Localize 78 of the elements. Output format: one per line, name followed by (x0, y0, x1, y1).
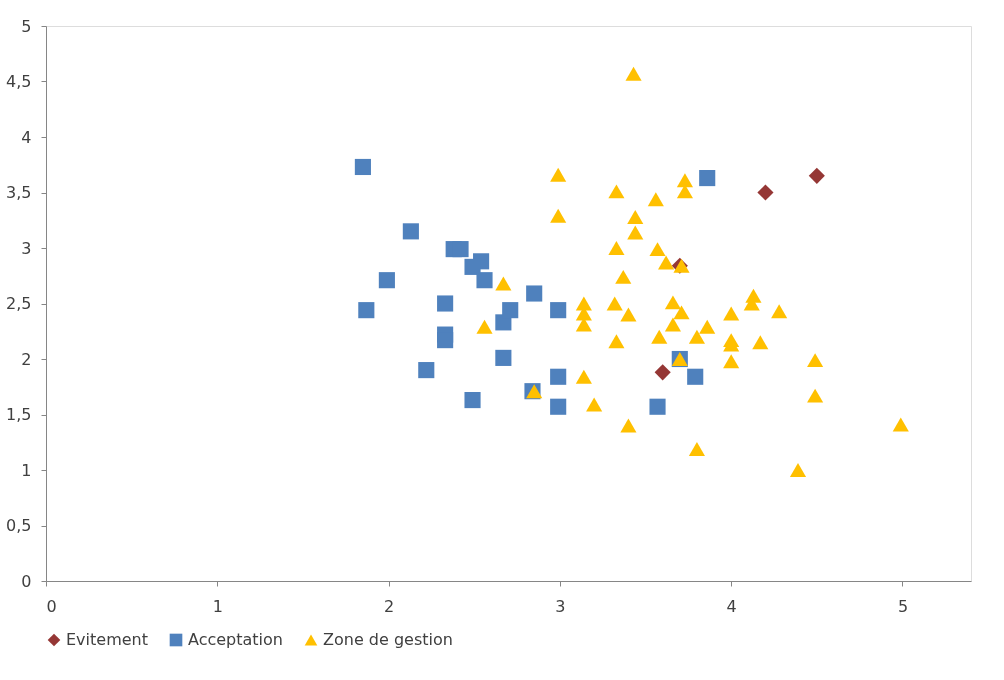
y-tick-label: 2,5 (6, 294, 32, 313)
point (464, 258, 481, 275)
point (625, 66, 642, 81)
point (437, 332, 454, 349)
x-tick-label: 5 (897, 596, 909, 616)
y-tick-label: 2 (21, 349, 32, 369)
point (378, 272, 395, 289)
point (615, 269, 632, 284)
legend-label: Acceptation (188, 630, 283, 649)
point (723, 354, 740, 369)
point (608, 334, 625, 349)
point (464, 392, 481, 409)
point (771, 304, 788, 319)
point (757, 184, 774, 201)
legend-label: Zone de gestion (323, 630, 453, 649)
y-tick-label: 4 (21, 127, 32, 147)
point (476, 272, 493, 289)
x-tick-label: 3 (555, 596, 566, 616)
point (807, 388, 824, 403)
point (502, 302, 519, 319)
point (358, 302, 375, 319)
point (699, 319, 716, 334)
point (649, 398, 666, 415)
point (550, 368, 567, 385)
point (608, 241, 625, 255)
point (526, 285, 543, 302)
point (673, 305, 690, 320)
legend-label: Evitement (66, 630, 148, 649)
x-tick-label: 0 (46, 596, 57, 616)
point (723, 306, 740, 321)
point (495, 276, 512, 291)
point (620, 418, 637, 433)
point (575, 369, 592, 384)
x-tick-label: 1 (212, 596, 223, 616)
y-tick-label: 0 (21, 571, 32, 591)
point (807, 353, 824, 368)
point (654, 364, 671, 381)
point (808, 167, 825, 184)
point (647, 192, 664, 207)
point (664, 317, 682, 332)
point (550, 208, 567, 223)
point (608, 184, 625, 199)
point (752, 335, 769, 350)
y-tick-label: 1,5 (6, 405, 32, 424)
point (892, 417, 909, 432)
point (550, 302, 567, 319)
point (676, 173, 693, 188)
point (688, 329, 705, 344)
y-tick-label: 4,5 (6, 72, 32, 91)
point (664, 295, 682, 310)
point (627, 209, 644, 224)
point (606, 296, 623, 311)
point (789, 463, 807, 477)
x-tick-label: 4 (726, 596, 737, 616)
point (437, 295, 454, 312)
point (476, 319, 493, 334)
point (699, 170, 716, 187)
point (418, 362, 435, 379)
point (649, 242, 666, 257)
y-tick-label: 0,5 (6, 516, 32, 535)
point (586, 397, 603, 412)
point (550, 167, 567, 182)
y-tick-label: 1 (21, 460, 32, 480)
point (627, 225, 644, 240)
point (402, 223, 419, 240)
y-tick-label: 5 (21, 16, 32, 36)
point (658, 255, 675, 270)
point (620, 307, 637, 322)
point (688, 441, 705, 456)
point (452, 241, 469, 258)
point (687, 368, 704, 385)
point (651, 329, 668, 344)
point (495, 349, 512, 366)
y-tick-label: 3,5 (6, 183, 32, 202)
y-tick-label: 3 (21, 238, 32, 258)
point (354, 158, 371, 176)
point (550, 398, 567, 415)
x-tick-label: 2 (384, 596, 395, 616)
